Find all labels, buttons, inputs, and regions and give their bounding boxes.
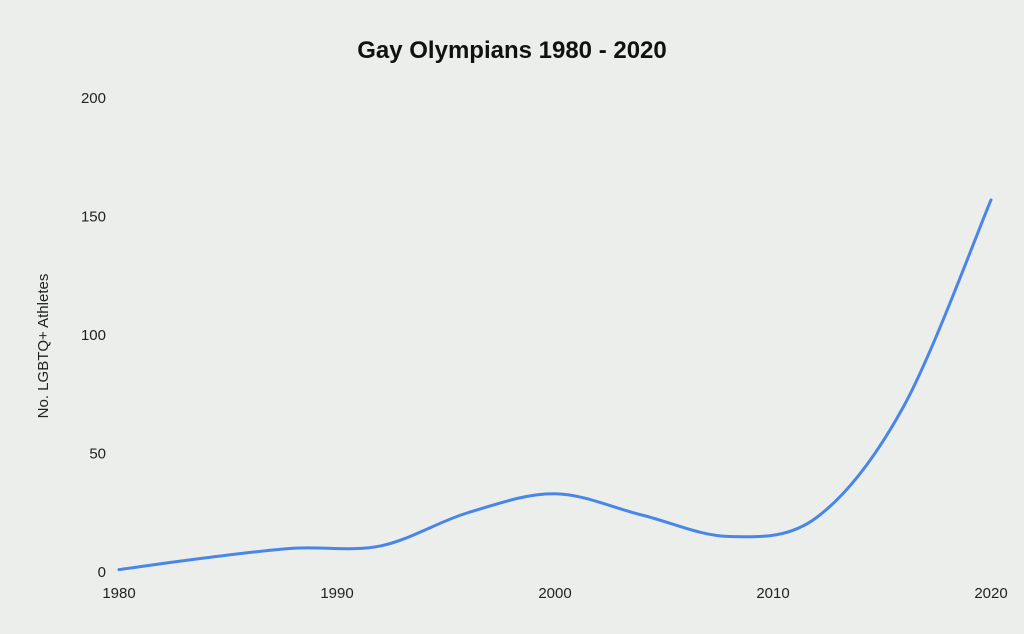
x-tick-label: 1980 bbox=[102, 585, 135, 602]
y-axis-ticks: 0 50 100 150 200 bbox=[81, 90, 106, 581]
chart-title: Gay Olympians 1980 - 2020 bbox=[357, 37, 667, 64]
x-axis-ticks: 1980 1990 2000 2010 2020 bbox=[102, 585, 1007, 602]
x-tick-label: 2020 bbox=[974, 585, 1007, 602]
series-line bbox=[117, 198, 993, 572]
x-tick-label: 2000 bbox=[538, 585, 571, 602]
x-tick-label: 1990 bbox=[320, 585, 353, 602]
series-layer bbox=[117, 198, 993, 572]
y-tick-label: 50 bbox=[89, 446, 106, 463]
y-axis-label: No. LGBTQ+ Athletes bbox=[35, 274, 52, 419]
y-tick-label: 100 bbox=[81, 327, 106, 344]
y-tick-label: 0 bbox=[98, 564, 106, 581]
x-tick-label: 2010 bbox=[756, 585, 789, 602]
y-tick-label: 200 bbox=[81, 90, 106, 107]
y-tick-label: 150 bbox=[81, 209, 106, 226]
